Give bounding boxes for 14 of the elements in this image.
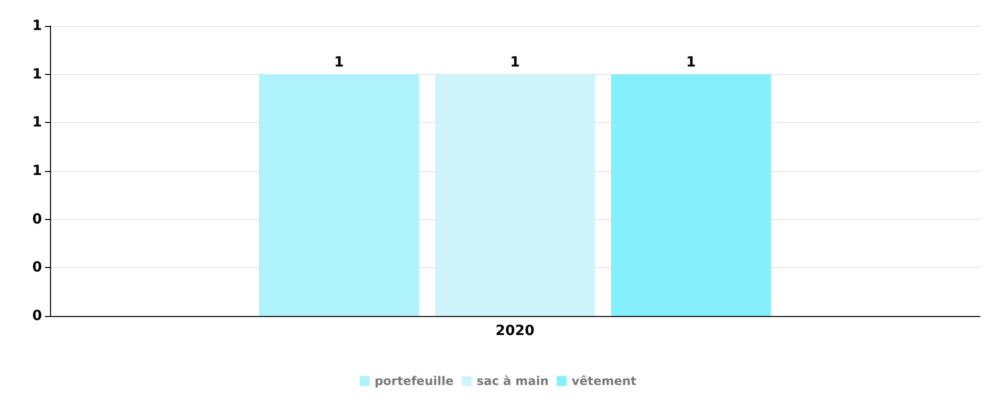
y-tick-label: 1 (32, 114, 42, 131)
legend-label: portefeuille (374, 374, 454, 388)
y-tick-label: 1 (32, 18, 42, 34)
y-tick-label: 0 (32, 308, 42, 324)
data-label: 1 (334, 54, 344, 70)
legend-label: sac à main (476, 374, 549, 388)
legend-label: vêtement (572, 374, 637, 388)
y-tick-label: 1 (32, 163, 42, 179)
x-tick-label: 2020 (496, 323, 535, 339)
data-label: 1 (686, 54, 696, 70)
y-tick-label: 0 (32, 211, 42, 228)
y-tick-label: 1 (32, 66, 42, 82)
y-tick-label: 0 (32, 260, 42, 276)
data-label: 1 (510, 54, 520, 70)
